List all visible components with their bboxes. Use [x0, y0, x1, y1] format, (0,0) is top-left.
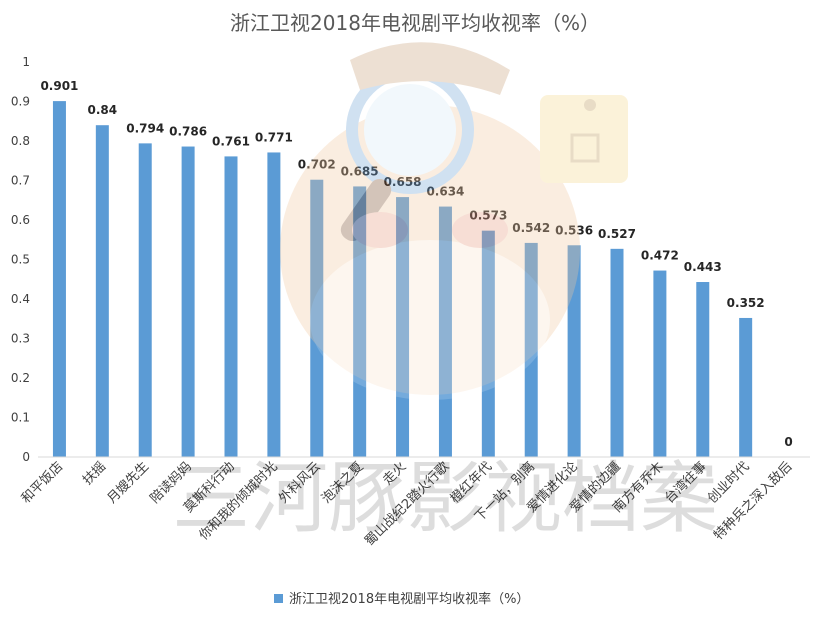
x-tick-label: 扶摇	[80, 459, 109, 488]
bar	[310, 179, 324, 457]
x-tick-label: 月嫂先生	[105, 459, 152, 506]
y-tick-label: 0.1	[11, 411, 30, 425]
bar	[481, 230, 495, 457]
bar	[224, 156, 238, 457]
data-label: 0.634	[426, 185, 464, 199]
y-tick-label: 0.8	[11, 134, 30, 148]
legend-swatch	[274, 594, 283, 603]
data-label: 0	[784, 435, 792, 449]
data-label: 0.84	[88, 103, 118, 117]
y-axis: 0 0.1 0.2 0.3 0.4 0.5 0.6 0.7 0.8 0.9 1	[11, 55, 30, 464]
y-tick-label: 0.9	[11, 95, 30, 109]
data-label: 0.472	[641, 249, 679, 263]
data-label: 0.352	[727, 296, 765, 310]
bar	[138, 143, 152, 457]
data-label: 0.771	[255, 130, 293, 144]
y-tick-label: 0	[22, 450, 30, 464]
watermark-text: 三河豚影视档案	[172, 454, 718, 544]
y-tick-label: 0.3	[11, 332, 30, 346]
bar	[267, 152, 281, 457]
y-tick-label: 0.6	[11, 213, 30, 227]
x-tick-label: 和平饭店	[19, 459, 66, 506]
data-labels: 0.901 0.84 0.794 0.786 0.761 0.771 0.702 0.685 0…	[40, 79, 792, 449]
bar	[610, 248, 624, 457]
y-tick-label: 0.2	[11, 371, 30, 385]
legend-label: 浙江卫视2018年电视剧平均收视率（%）	[289, 591, 529, 607]
y-tick-label: 0.4	[11, 292, 30, 306]
bar	[396, 197, 410, 457]
bar	[524, 242, 538, 457]
chart-title: 浙江卫视2018年电视剧平均收视率（%）	[230, 11, 600, 35]
data-label: 0.527	[598, 227, 636, 241]
bar	[95, 125, 109, 457]
bar	[181, 146, 195, 457]
data-label: 0.573	[469, 209, 507, 223]
data-label: 0.658	[384, 175, 422, 189]
y-tick-label: 1	[22, 55, 30, 69]
bar	[653, 270, 667, 457]
bar	[353, 186, 367, 458]
legend: 浙江卫视2018年电视剧平均收视率（%）	[274, 591, 529, 607]
data-label: 0.761	[212, 134, 250, 148]
data-label: 0.702	[298, 158, 336, 172]
bar	[52, 101, 66, 457]
data-label: 0.786	[169, 125, 207, 139]
x-tick-label: 特种兵之深入敌后	[711, 459, 795, 543]
bar-series	[52, 101, 753, 458]
detective-mascot-logo	[280, 42, 628, 400]
data-label: 0.542	[512, 221, 550, 235]
bar	[567, 245, 581, 457]
data-label: 0.685	[341, 164, 379, 178]
data-label: 0.443	[684, 260, 722, 274]
data-label: 0.536	[555, 223, 593, 237]
bar	[739, 317, 753, 457]
data-label: 0.901	[40, 79, 78, 93]
y-tick-label: 0.5	[11, 253, 30, 267]
bar	[696, 282, 710, 457]
bar	[438, 206, 452, 457]
y-tick-label: 0.7	[11, 174, 30, 188]
data-label: 0.794	[126, 121, 164, 135]
